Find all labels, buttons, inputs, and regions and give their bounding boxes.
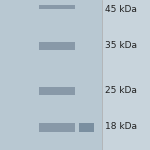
FancyBboxPatch shape (80, 123, 94, 132)
FancyBboxPatch shape (39, 87, 75, 95)
FancyBboxPatch shape (0, 0, 102, 150)
Text: 45 kDa: 45 kDa (105, 5, 137, 14)
Text: 35 kDa: 35 kDa (105, 41, 137, 50)
FancyBboxPatch shape (39, 42, 75, 50)
FancyBboxPatch shape (39, 123, 75, 132)
Text: 25 kDa: 25 kDa (105, 86, 137, 95)
FancyBboxPatch shape (39, 4, 75, 9)
Text: 18 kDa: 18 kDa (105, 122, 137, 131)
